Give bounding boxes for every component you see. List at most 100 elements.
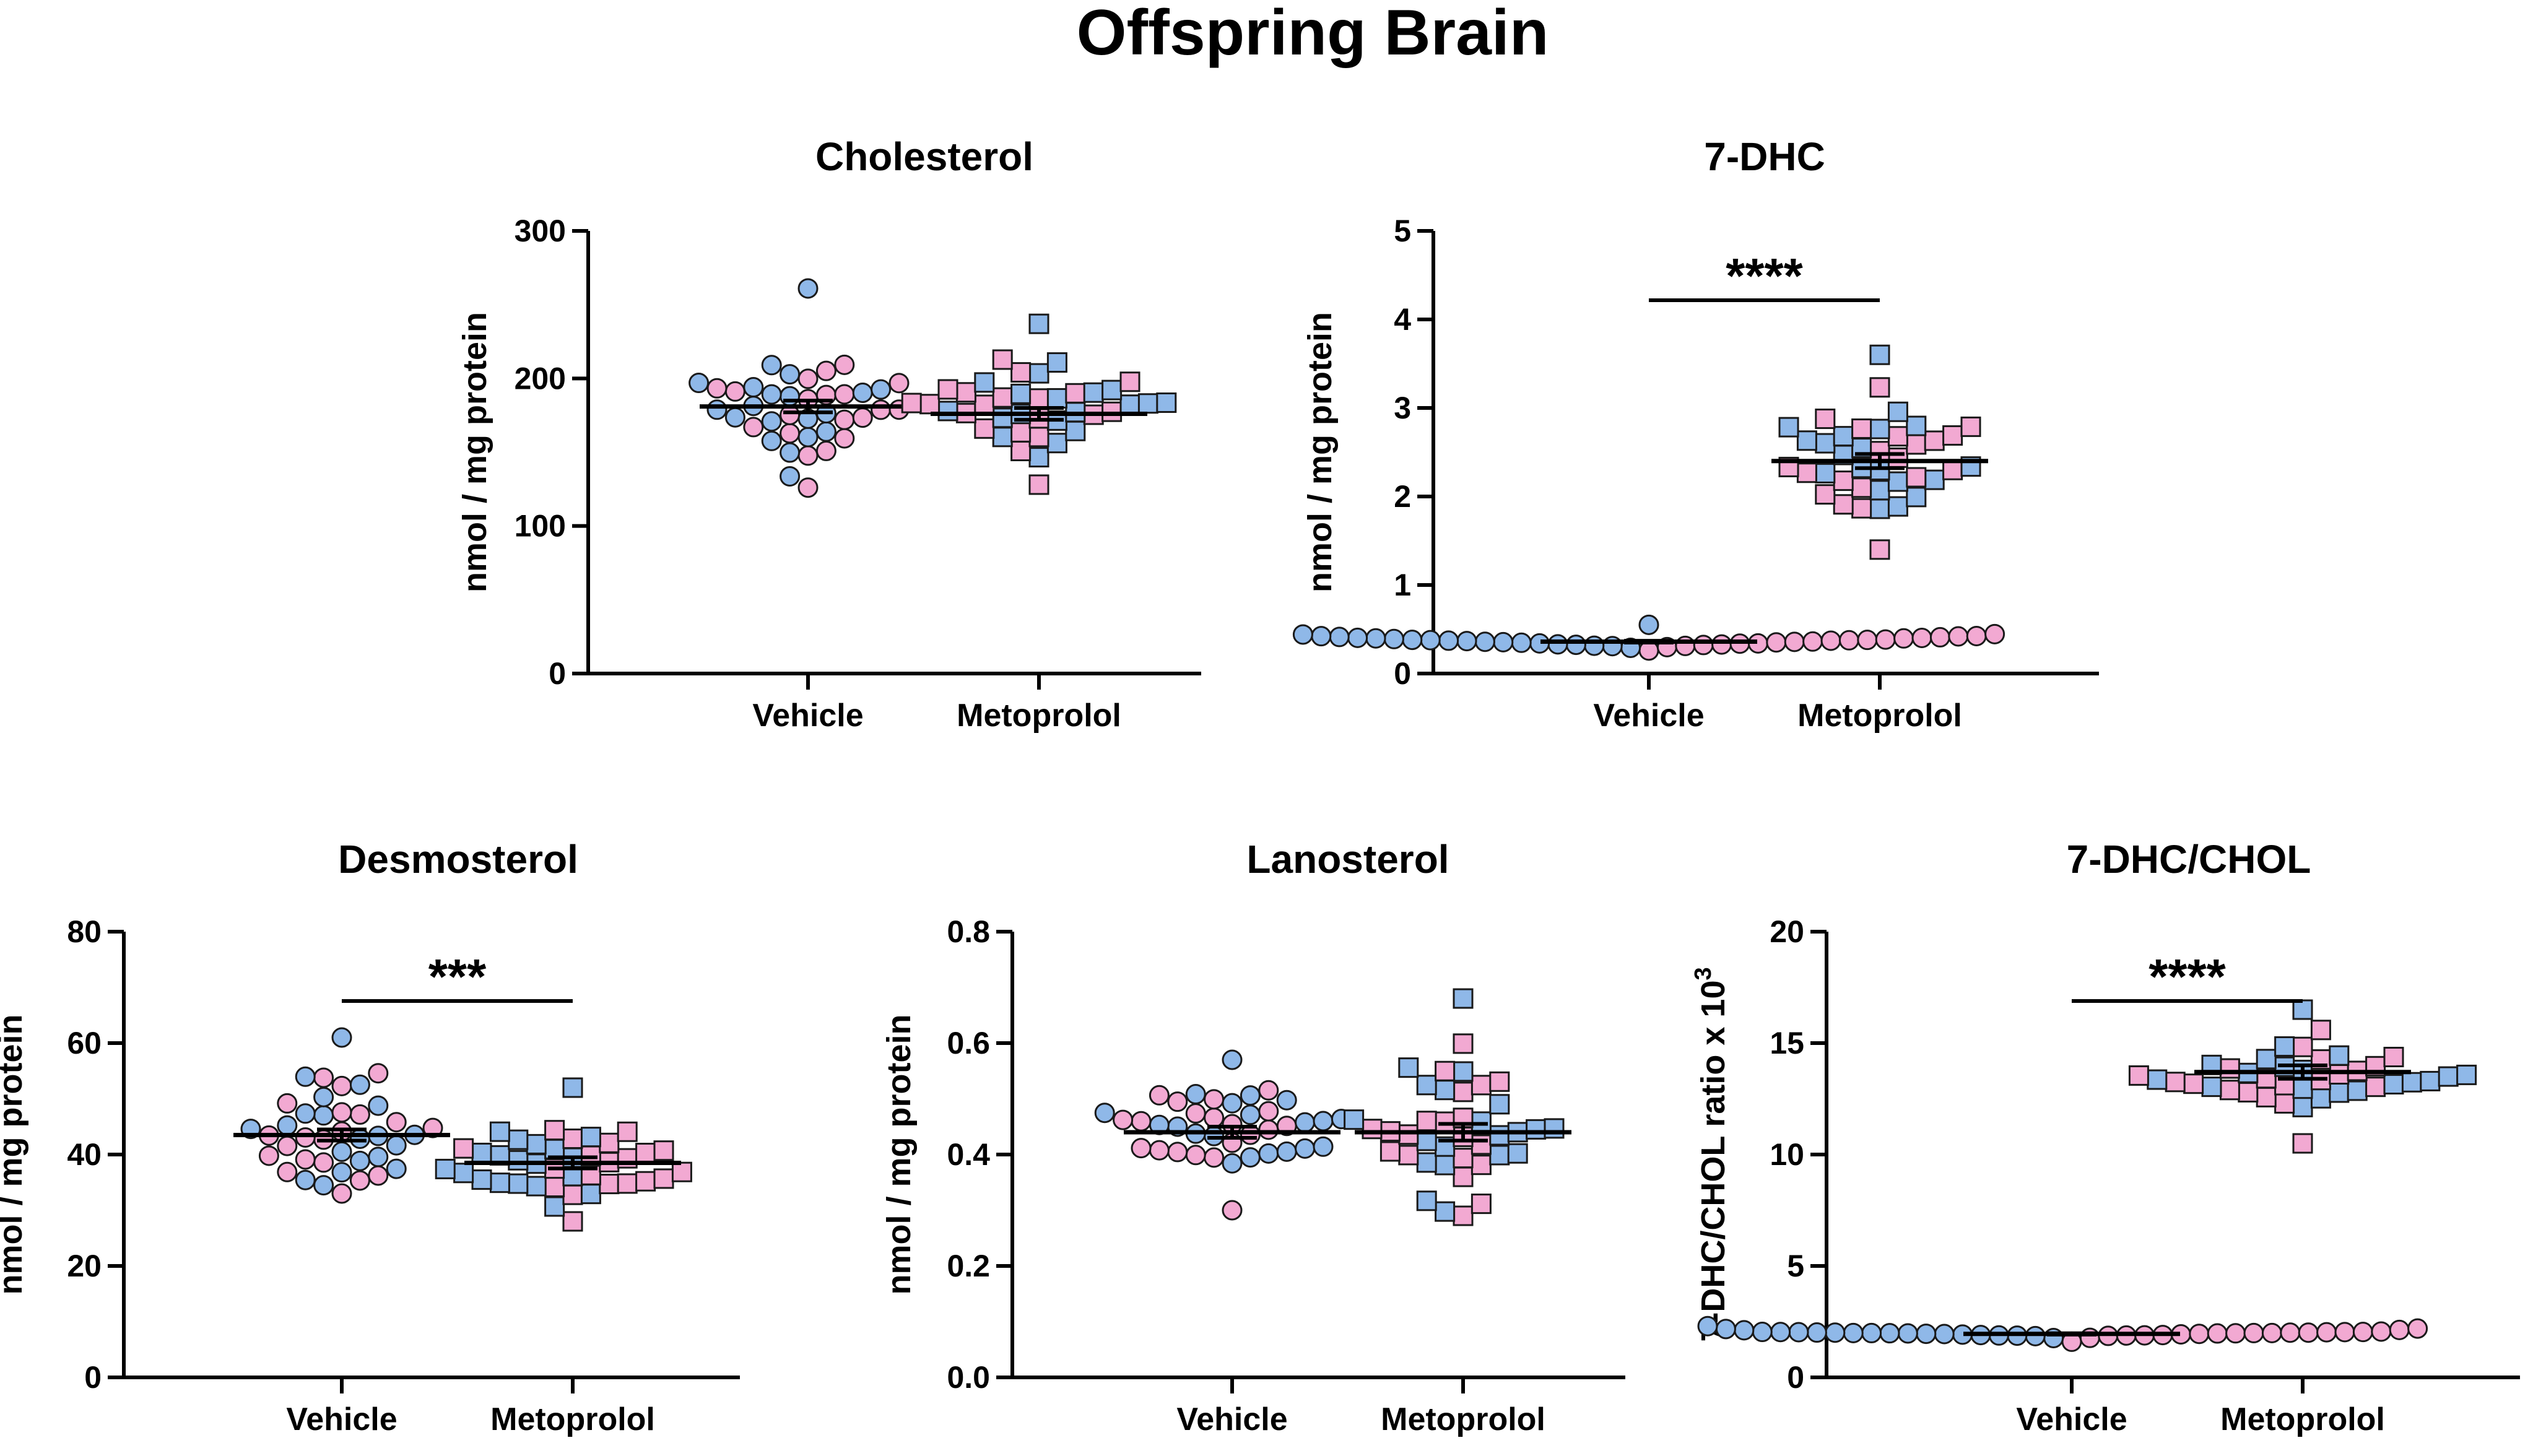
data-point bbox=[331, 1075, 352, 1096]
data-point bbox=[331, 1027, 352, 1048]
data-point bbox=[368, 1165, 389, 1186]
data-point bbox=[1010, 422, 1032, 443]
data-point bbox=[671, 1161, 692, 1182]
data-point bbox=[1778, 417, 1799, 438]
y-axis-label: nmol / mg protein bbox=[456, 312, 493, 592]
data-point bbox=[1924, 469, 1945, 490]
data-point bbox=[1906, 434, 1927, 455]
data-point bbox=[599, 1174, 620, 1195]
data-point bbox=[1453, 1148, 1474, 1169]
data-point bbox=[368, 1063, 389, 1084]
data-point bbox=[2438, 1066, 2459, 1087]
data-point bbox=[1258, 1080, 1279, 1101]
data-point bbox=[1471, 1194, 1492, 1215]
y-axis-label: nmol / mg protein bbox=[1301, 312, 1339, 592]
data-point bbox=[1240, 1104, 1261, 1125]
data-point bbox=[1435, 1060, 1456, 1081]
data-point bbox=[313, 1152, 334, 1173]
data-point bbox=[2189, 1324, 2210, 1345]
data-point bbox=[295, 1103, 316, 1124]
data-point bbox=[2292, 1036, 2313, 1057]
data-point bbox=[544, 1176, 565, 1197]
data-point bbox=[1869, 539, 1890, 560]
data-point bbox=[2334, 1322, 2355, 1343]
cholesterol-panel: Cholesterol 0 100 200 300 nmol / mg protein Ve… bbox=[456, 134, 1201, 734]
data-point bbox=[1897, 1323, 1918, 1344]
data-point bbox=[761, 355, 782, 376]
significance-label: **** bbox=[2148, 949, 2226, 1004]
data-point bbox=[580, 1127, 601, 1148]
data-point bbox=[1065, 420, 1086, 441]
data-point bbox=[780, 466, 801, 487]
x-tick-label: Vehicle bbox=[1176, 1402, 1287, 1437]
x-tick-label: Vehicle bbox=[752, 698, 863, 734]
x-tick-label: Metoprolol bbox=[490, 1402, 655, 1437]
data-point bbox=[580, 1184, 601, 1205]
significance-label: *** bbox=[428, 949, 487, 1004]
data-point bbox=[992, 349, 1013, 370]
y-tick-label: 80 bbox=[67, 914, 102, 949]
data-point bbox=[2365, 1077, 2386, 1098]
data-point bbox=[653, 1140, 674, 1161]
data-point bbox=[2401, 1072, 2422, 1093]
data-point bbox=[1507, 1143, 1528, 1164]
data-point bbox=[1715, 1319, 1736, 1340]
data-point bbox=[562, 1211, 583, 1232]
data-point bbox=[1906, 415, 1927, 436]
data-point bbox=[2256, 1049, 2277, 1070]
data-point bbox=[1734, 1320, 1755, 1341]
data-point bbox=[2079, 1327, 2100, 1348]
data-point bbox=[1416, 1111, 1437, 1132]
data-point bbox=[1222, 1200, 1243, 1221]
data-point bbox=[1292, 624, 1313, 645]
data-point bbox=[2292, 1078, 2313, 1099]
data-point bbox=[724, 407, 745, 428]
data-point bbox=[1204, 1107, 1225, 1129]
data-point bbox=[1398, 1145, 1419, 1166]
data-point bbox=[258, 1145, 279, 1166]
data-point bbox=[2292, 1096, 2313, 1117]
data-point bbox=[1416, 1190, 1437, 1211]
data-point bbox=[313, 1067, 334, 1088]
data-point bbox=[2371, 1321, 2392, 1342]
data-point bbox=[471, 1169, 492, 1190]
data-point bbox=[2407, 1318, 2428, 1339]
data-point bbox=[2256, 1086, 2277, 1107]
data-point bbox=[489, 1121, 510, 1142]
data-point bbox=[386, 1158, 407, 1179]
data-point bbox=[1887, 447, 1908, 468]
data-point bbox=[2310, 1088, 2331, 1109]
data-point bbox=[2274, 1093, 2295, 1114]
data-point bbox=[2383, 1046, 2404, 1067]
data-point bbox=[1887, 426, 1908, 447]
data-point bbox=[331, 1183, 352, 1204]
data-point bbox=[1851, 418, 1872, 439]
data-point bbox=[815, 360, 836, 381]
lanosterol-panel: Lanosterol 0.0 0.2 0.4 0.6 0.8 nmol / mg prote… bbox=[880, 837, 1625, 1437]
data-point bbox=[974, 394, 995, 415]
data-point bbox=[295, 1127, 316, 1148]
data-point bbox=[797, 278, 819, 299]
data-point bbox=[1711, 634, 1732, 655]
data-point bbox=[2219, 1058, 2240, 1079]
data-point bbox=[1185, 1103, 1206, 1124]
y-tick-label: 40 bbox=[67, 1137, 102, 1172]
data-point bbox=[1851, 477, 1872, 498]
data-point bbox=[1010, 383, 1032, 404]
data-point bbox=[1796, 430, 1817, 451]
data-point bbox=[1276, 1141, 1297, 1162]
data-point bbox=[508, 1129, 529, 1150]
data-point bbox=[1420, 630, 1441, 651]
data-point bbox=[871, 379, 892, 400]
data-point bbox=[1295, 1112, 1316, 1133]
data-point bbox=[780, 386, 801, 407]
data-point bbox=[277, 1161, 298, 1182]
data-point bbox=[780, 423, 801, 444]
y-tick-label: 3 bbox=[1394, 391, 1411, 425]
data-point bbox=[1815, 484, 1836, 505]
data-point bbox=[422, 1117, 443, 1138]
data-point bbox=[2329, 1082, 2350, 1103]
data-point bbox=[1362, 1119, 1383, 1140]
data-point bbox=[834, 409, 855, 430]
